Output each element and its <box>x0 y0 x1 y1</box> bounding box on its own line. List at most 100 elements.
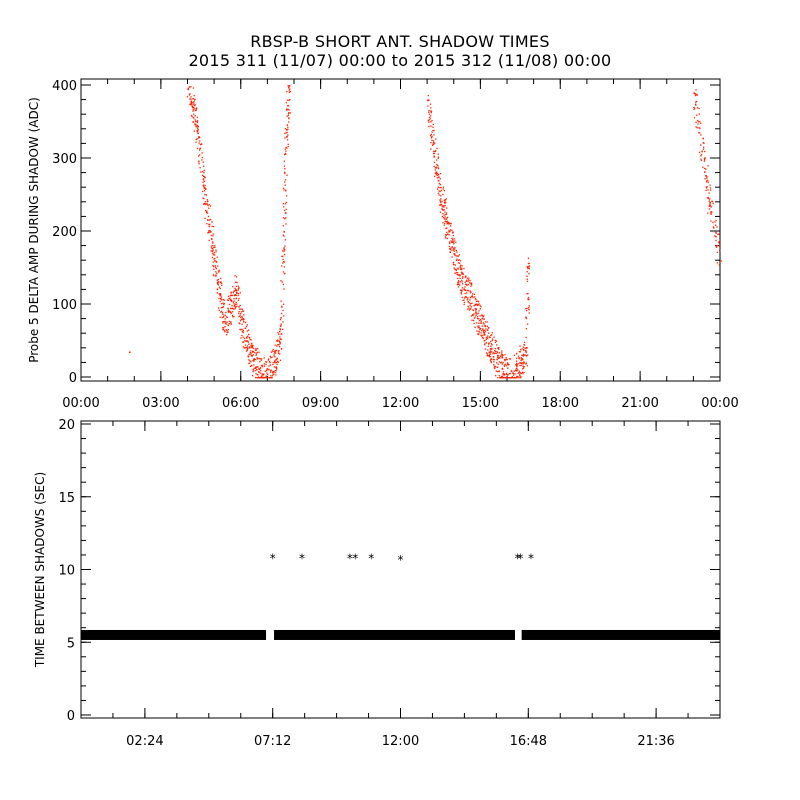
data-point <box>467 279 470 281</box>
data-point <box>439 187 441 189</box>
data-point <box>233 290 235 292</box>
data-point <box>213 246 215 249</box>
data-point <box>519 362 521 364</box>
data-point <box>190 114 193 117</box>
data-point <box>251 345 254 348</box>
data-point <box>258 357 260 360</box>
data-point <box>190 85 192 88</box>
data-point <box>266 377 269 379</box>
data-point <box>483 323 485 325</box>
data-point <box>434 142 436 144</box>
data-point <box>253 359 255 361</box>
data-point <box>471 295 474 297</box>
chart-title: RBSP-B SHORT ANT. SHADOW TIMES <box>250 32 550 51</box>
data-point <box>215 271 217 273</box>
data-point <box>715 224 717 226</box>
data-point <box>519 374 521 376</box>
data-point <box>289 112 291 114</box>
data-point <box>448 221 450 224</box>
data-point <box>212 252 214 255</box>
data-point <box>198 142 200 144</box>
data-point <box>249 347 251 349</box>
data-point <box>494 349 496 352</box>
data-point <box>509 372 511 375</box>
data-point <box>283 248 285 250</box>
data-point <box>514 373 516 375</box>
data-point <box>464 286 466 288</box>
data-point <box>435 172 438 174</box>
data-point <box>289 90 292 93</box>
data-point <box>231 314 234 317</box>
data-point <box>495 352 497 355</box>
data-point <box>239 322 241 325</box>
data-point <box>248 362 250 365</box>
data-point <box>513 370 515 372</box>
data-point <box>478 322 480 324</box>
data-point <box>463 297 466 299</box>
data-point <box>463 267 465 270</box>
data-point <box>703 160 706 162</box>
x-tick-label: 03:00 <box>142 396 179 411</box>
data-point <box>518 351 521 353</box>
data-point <box>446 223 448 225</box>
data-point <box>284 272 286 275</box>
data-point <box>473 293 476 296</box>
data-point <box>693 117 696 119</box>
data-point <box>478 327 481 329</box>
data-point <box>269 377 271 379</box>
data-point <box>453 252 456 255</box>
data-point <box>262 377 264 379</box>
data-point <box>484 325 486 327</box>
data-point <box>455 269 457 271</box>
data-point <box>528 262 530 265</box>
data-point <box>460 290 463 292</box>
data-point <box>203 197 205 200</box>
data-point <box>712 226 715 228</box>
data-point <box>260 375 263 377</box>
data-point <box>482 337 484 339</box>
data-point <box>449 230 451 233</box>
data-point <box>476 303 478 305</box>
data-point <box>268 377 270 379</box>
data-point <box>259 368 261 370</box>
data-point <box>284 184 286 186</box>
data-point <box>516 365 518 367</box>
data-point <box>489 353 492 355</box>
data-point <box>460 264 462 266</box>
data-point <box>224 331 226 333</box>
data-point <box>483 318 485 321</box>
data-point <box>232 308 235 310</box>
y-tick-label: 0 <box>69 371 77 386</box>
data-point <box>443 224 445 226</box>
data-point <box>506 377 508 379</box>
data-point <box>697 121 700 123</box>
data-point <box>494 366 497 368</box>
data-point <box>501 350 503 352</box>
data-point <box>437 192 440 194</box>
data-point <box>225 311 227 314</box>
data-point <box>431 139 433 141</box>
data-point <box>280 333 283 335</box>
data-point <box>211 241 214 243</box>
data-point <box>193 104 196 107</box>
data-point <box>473 322 475 325</box>
data-point <box>457 283 460 285</box>
data-point <box>489 336 491 339</box>
data-point <box>198 149 201 151</box>
data-point <box>480 320 482 322</box>
data-point <box>430 141 432 144</box>
data-point <box>432 140 435 142</box>
data-point <box>523 362 525 364</box>
data-point <box>483 329 485 331</box>
data-point <box>480 334 482 336</box>
data-point <box>217 281 219 284</box>
data-point <box>716 262 719 264</box>
data-point <box>525 317 528 320</box>
data-point <box>446 217 448 219</box>
data-point <box>462 273 464 276</box>
data-point <box>498 347 500 349</box>
data-point <box>471 302 473 304</box>
data-point <box>243 314 245 316</box>
data-point <box>455 272 457 274</box>
